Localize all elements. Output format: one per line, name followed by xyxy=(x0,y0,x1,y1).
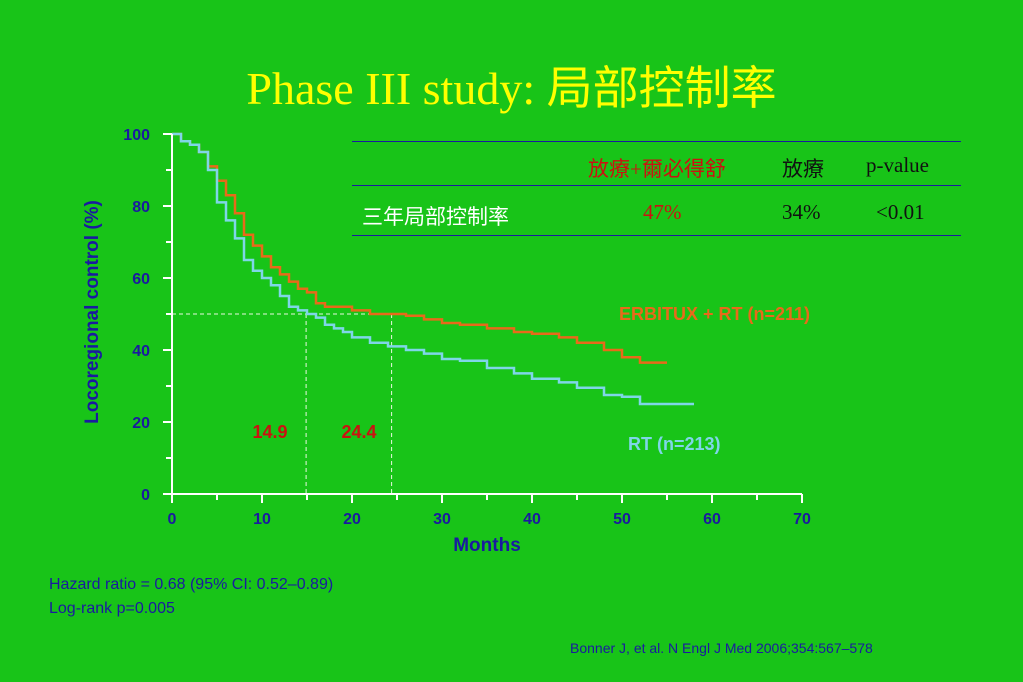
median-label-erbitux: 14.9 xyxy=(252,422,287,442)
header-erbitux-rt: 放療+爾必得舒 xyxy=(588,157,726,181)
logrank-text: Log-rank p=0.005 xyxy=(49,600,175,617)
y-tick-label: 0 xyxy=(141,487,150,504)
x-tick-label: 30 xyxy=(433,511,451,528)
x-tick-label: 10 xyxy=(253,511,271,528)
cell-p-value: <0.01 xyxy=(876,200,925,224)
header-p-value: p-value xyxy=(866,153,929,177)
y-tick-label: 60 xyxy=(132,271,150,288)
y-tick-label: 80 xyxy=(132,199,150,216)
erbitux-rt-series-label: ERBITUX + RT (n=211) xyxy=(619,304,810,324)
x-tick-label: 40 xyxy=(523,511,541,528)
erbitux-rt-curve xyxy=(172,132,667,364)
slide-title: Phase III study: 局部控制率 xyxy=(246,63,777,114)
y-tick-label: 100 xyxy=(123,127,150,144)
survival-curves xyxy=(172,132,694,406)
cell-erbitux-rt: 47% xyxy=(643,200,682,224)
x-tick-label: 50 xyxy=(613,511,631,528)
header-rt: 放療 xyxy=(782,157,824,181)
x-axis-label: Months xyxy=(453,535,521,556)
x-tick-label: 0 xyxy=(168,511,177,528)
y-axis-label: Locoregional control (%) xyxy=(82,200,103,424)
y-tick-label: 40 xyxy=(132,343,150,360)
row-label: 三年局部控制率 xyxy=(362,205,509,229)
source-citation: Bonner J, et al. N Engl J Med 2006;354:5… xyxy=(570,640,873,656)
table-header-rule xyxy=(352,185,961,186)
x-tick-label: 60 xyxy=(703,511,721,528)
cell-rt: 34% xyxy=(782,200,821,224)
chart-axes: 0 10 20 30 40 50 60 70 0 20 40 60 80 100 xyxy=(123,127,811,528)
table-bottom-rule xyxy=(352,235,961,236)
median-label-rt: 24.4 xyxy=(341,422,376,442)
table-top-rule xyxy=(352,141,961,142)
rt-curve xyxy=(172,132,694,406)
y-tick-label: 20 xyxy=(132,415,150,432)
median-guides xyxy=(172,313,393,494)
x-tick-label: 20 xyxy=(343,511,361,528)
x-tick-label: 70 xyxy=(793,511,811,528)
rt-series-label: RT (n=213) xyxy=(628,434,721,454)
hazard-ratio-text: Hazard ratio = 0.68 (95% CI: 0.52–0.89) xyxy=(49,576,334,593)
